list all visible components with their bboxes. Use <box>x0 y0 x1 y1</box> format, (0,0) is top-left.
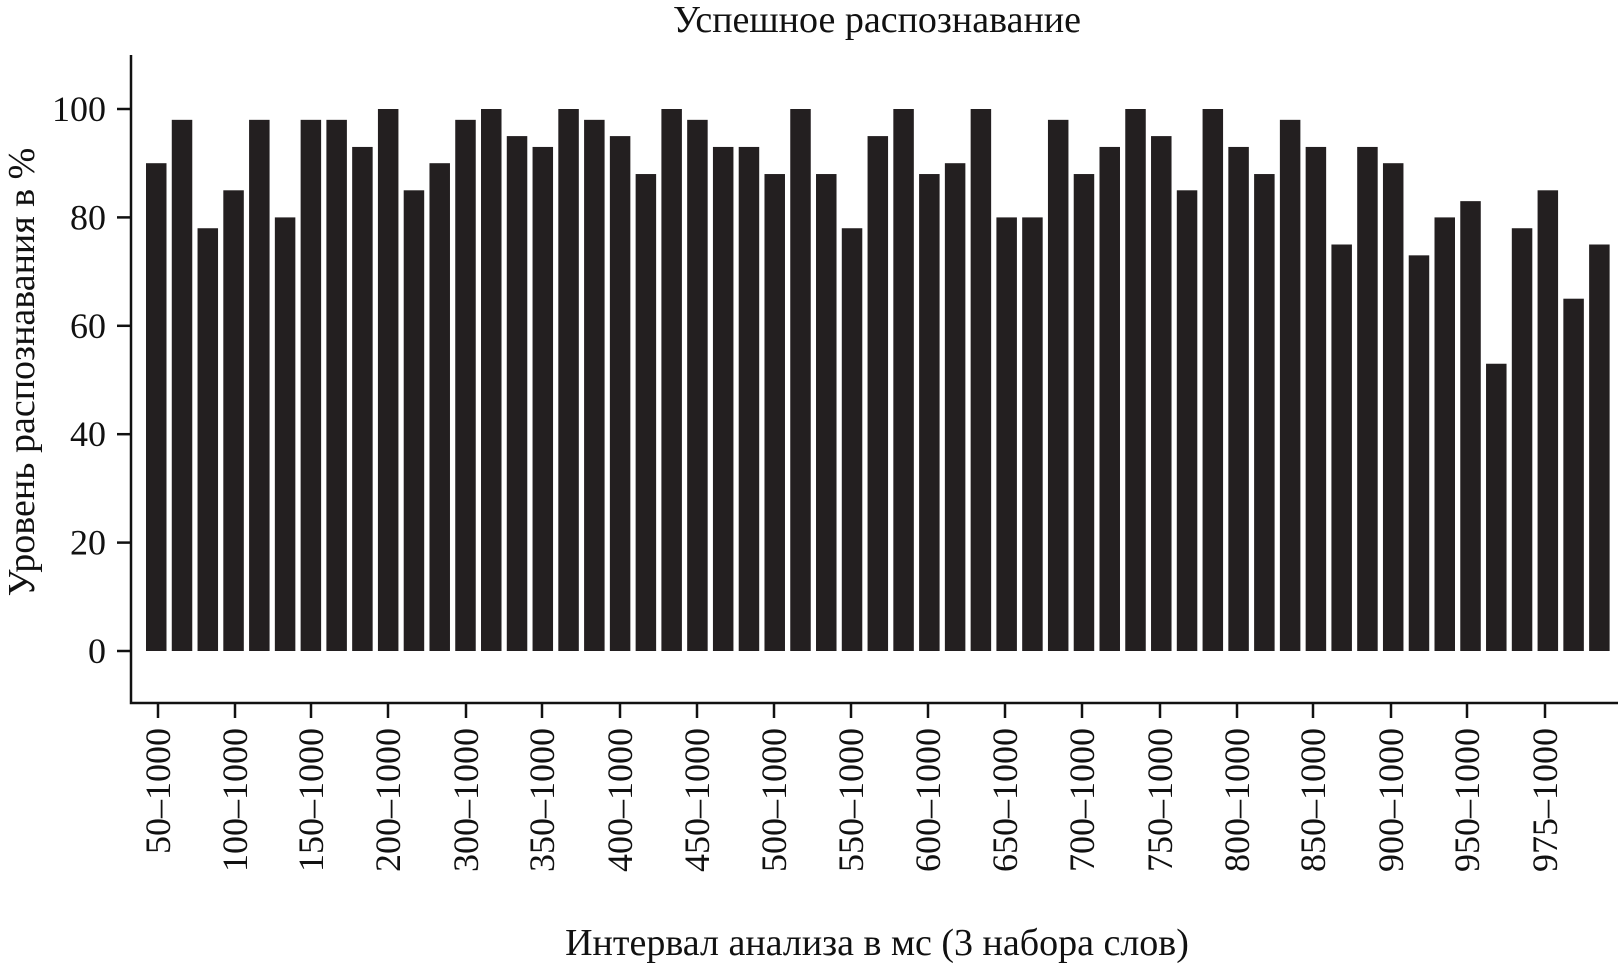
bar <box>1176 190 1198 652</box>
x-tick-label: 350–1000 <box>522 728 562 872</box>
bar <box>790 109 811 651</box>
bar <box>1099 146 1120 651</box>
x-tick-label: 650–1000 <box>985 728 1025 872</box>
bar <box>1331 244 1352 651</box>
bar <box>146 163 167 651</box>
bar <box>996 217 1017 651</box>
bar <box>326 119 347 652</box>
x-tick-label: 450–1000 <box>677 728 717 872</box>
y-tick-label: 100 <box>52 89 106 129</box>
bar <box>893 109 914 651</box>
bars-group <box>146 109 1610 652</box>
bar <box>377 109 399 651</box>
x-tick-label: 850–1000 <box>1293 728 1333 872</box>
y-axis-title: Уровень распознавания в % <box>1 148 43 597</box>
y-tick-label: 40 <box>70 414 106 454</box>
x-tick-label: 550–1000 <box>831 728 871 872</box>
x-tick-label: 300–1000 <box>446 728 486 872</box>
bar <box>609 136 631 652</box>
x-tick-label: 100–1000 <box>215 728 255 872</box>
bar <box>171 119 193 652</box>
bar <box>274 217 296 651</box>
bar <box>1305 146 1327 651</box>
bar <box>1537 190 1559 652</box>
bar <box>1357 146 1378 651</box>
bar <box>1202 109 1224 651</box>
bar <box>1486 363 1507 651</box>
chart-title: Успешное распознавание <box>673 0 1081 41</box>
bar <box>661 109 682 651</box>
bar <box>558 109 579 651</box>
bar <box>944 163 966 651</box>
bar <box>1047 119 1069 652</box>
bar <box>1434 217 1455 651</box>
bar <box>867 136 889 652</box>
bar <box>1382 163 1404 651</box>
x-tick-label: 150–1000 <box>291 728 331 872</box>
axes-frame <box>129 55 1618 705</box>
bar <box>687 119 708 652</box>
y-tick-label: 60 <box>70 306 106 346</box>
y-axis: 0 20 40 60 80 100 <box>52 89 131 671</box>
x-tick-label: 50–1000 <box>138 728 178 854</box>
bar <box>1511 228 1533 652</box>
y-tick-label: 0 <box>88 631 106 671</box>
bar <box>1279 119 1301 652</box>
bar <box>429 163 450 651</box>
bar <box>249 119 270 652</box>
bar <box>1408 255 1430 651</box>
x-tick-label: 200–1000 <box>368 728 408 872</box>
x-tick-label: 500–1000 <box>754 728 794 872</box>
x-tick-label: 800–1000 <box>1217 728 1257 872</box>
bar <box>532 146 554 651</box>
bar <box>223 190 244 652</box>
bar <box>506 136 528 652</box>
bar <box>919 174 940 652</box>
y-tick-label: 80 <box>70 197 106 237</box>
x-tick-label: 900–1000 <box>1371 728 1411 872</box>
bar <box>764 174 785 652</box>
bar <box>455 119 476 652</box>
bar <box>816 174 837 652</box>
bar <box>712 146 734 651</box>
bar <box>1073 174 1095 652</box>
x-tick-label: 600–1000 <box>908 728 948 872</box>
x-tick-label: 700–1000 <box>1062 728 1102 872</box>
bar <box>352 146 373 651</box>
bar <box>403 190 425 652</box>
bar <box>1460 201 1481 651</box>
bar <box>197 228 219 652</box>
bar <box>481 109 502 651</box>
x-tick-label: 950–1000 <box>1447 728 1487 872</box>
x-tick-label: 400–1000 <box>600 728 640 872</box>
bar <box>738 146 760 651</box>
x-axis-title: Интервал анализа в мс (3 набора слов) <box>565 922 1189 964</box>
bar <box>1563 298 1584 651</box>
bar <box>1254 174 1275 652</box>
bar <box>841 228 863 652</box>
bar <box>970 109 992 651</box>
y-tick-label: 20 <box>70 523 106 563</box>
bar <box>1151 136 1172 652</box>
bar <box>300 119 322 652</box>
bar <box>1228 146 1249 651</box>
x-tick-label: 750–1000 <box>1140 728 1180 872</box>
bar <box>584 119 605 652</box>
bar <box>1022 217 1043 651</box>
bar <box>1589 244 1610 651</box>
x-tick-label: 975–1000 <box>1525 728 1565 872</box>
bar <box>1125 109 1146 651</box>
bar <box>635 174 657 652</box>
x-axis: 50–1000 100–1000 150–1000 200–1000 300–1000 3… <box>138 703 1565 872</box>
